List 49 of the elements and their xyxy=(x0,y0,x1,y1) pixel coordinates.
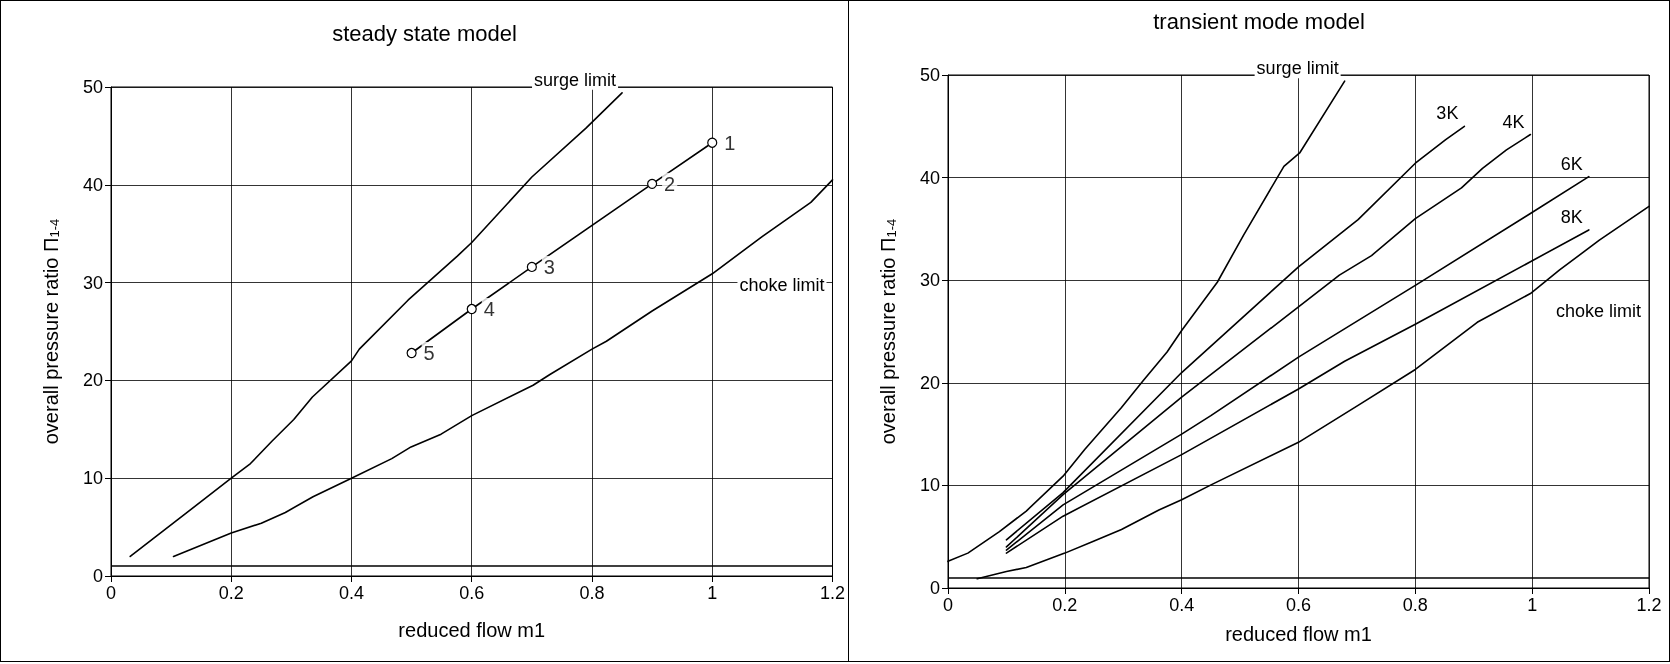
point xyxy=(406,347,417,359)
x-tick-label: 1 xyxy=(1527,595,1538,615)
x-tick-label: 0.6 xyxy=(1285,595,1312,615)
x-axis-title: reduced flow m1 xyxy=(1225,623,1372,645)
y-tick-label: 40 xyxy=(82,174,103,195)
annotation: 5 xyxy=(423,342,435,365)
y-tick-label: 50 xyxy=(919,65,940,85)
x-tick-label: 0.2 xyxy=(1052,595,1078,615)
y-tick-label: 10 xyxy=(82,468,103,489)
annotation: 2 xyxy=(664,172,676,195)
y-tick-label: 20 xyxy=(82,370,103,391)
y-axis-title: overall pressure ratio Π1-4 xyxy=(877,218,899,445)
x-tick-label: 0 xyxy=(105,583,117,603)
series-label: 3K xyxy=(1436,103,1459,124)
point xyxy=(707,137,718,148)
annotation: 1 xyxy=(724,131,736,154)
y-tick-label: 20 xyxy=(919,372,940,393)
x-tick-label: 0.8 xyxy=(1402,595,1428,615)
y-tick-label: 0 xyxy=(92,566,103,586)
series-label: surge limit xyxy=(534,69,617,90)
chart-title: transient mode model xyxy=(1153,8,1365,34)
x-tick-label: 0.4 xyxy=(1169,595,1195,615)
y-tick-label: 40 xyxy=(919,167,940,188)
y-tick-label: 50 xyxy=(82,77,103,97)
series-label: 4K xyxy=(1502,111,1525,132)
y-tick-label: 10 xyxy=(919,475,940,496)
x-tick-label: 1.2 xyxy=(819,583,845,603)
y-axis-title: overall pressure ratio Π1-4 xyxy=(40,218,62,445)
annotation: 3 xyxy=(543,255,555,278)
series-label: 8K xyxy=(1560,206,1583,227)
point xyxy=(526,261,537,273)
chart-title: steady state model xyxy=(332,20,517,46)
x-tick-label: 1 xyxy=(707,583,718,603)
x-tick-label: 0.6 xyxy=(459,583,485,603)
annotation: 4 xyxy=(483,298,495,321)
y-tick-label: 30 xyxy=(82,272,103,293)
point xyxy=(647,178,658,189)
y-tick-label: 30 xyxy=(919,270,940,291)
series-label: surge limit xyxy=(1256,58,1339,79)
series-label: choke limit xyxy=(1555,301,1641,322)
x-axis-title: reduced flow m1 xyxy=(398,619,546,641)
x-tick-label: 0.4 xyxy=(338,583,365,603)
x-tick-label: 1.2 xyxy=(1636,595,1662,615)
x-tick-label: 0 xyxy=(942,595,954,615)
x-tick-label: 0.8 xyxy=(579,583,605,603)
x-tick-label: 0.2 xyxy=(218,583,244,603)
point xyxy=(466,303,477,315)
series-label: choke limit xyxy=(739,274,825,295)
series-label: 6K xyxy=(1560,153,1583,174)
